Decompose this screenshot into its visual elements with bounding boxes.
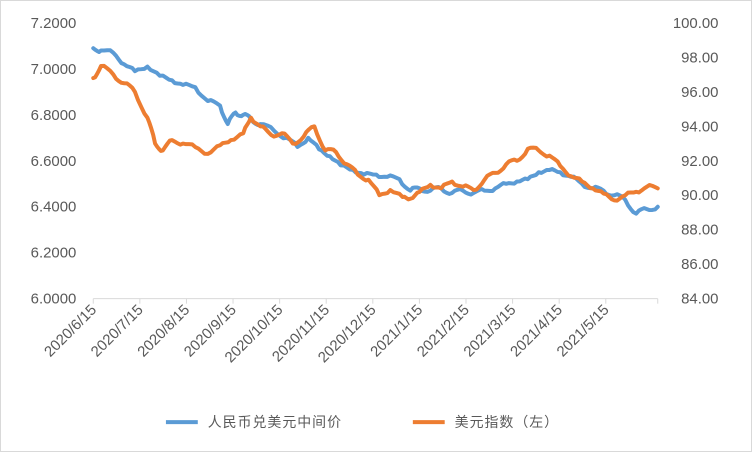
right-tick-label: 84.00 bbox=[681, 291, 718, 308]
right-tick-label: 86.00 bbox=[681, 256, 718, 273]
left-tick-label: 7.0000 bbox=[31, 61, 77, 78]
left-tick-label: 6.2000 bbox=[31, 245, 77, 262]
right-tick-label: 92.00 bbox=[681, 153, 718, 170]
left-tick-label: 6.0000 bbox=[31, 291, 77, 308]
series-line-1 bbox=[91, 46, 660, 216]
right-tick-label: 94.00 bbox=[681, 118, 718, 135]
series-line-2 bbox=[91, 63, 660, 203]
legend: 人民币兑美元中间价 美元指数（左） bbox=[165, 415, 559, 431]
legend-label-1: 人民币兑美元中间价 bbox=[208, 415, 342, 431]
right-tick-label: 88.00 bbox=[681, 222, 718, 239]
legend-label-2: 美元指数（左） bbox=[455, 415, 559, 431]
left-tick-label: 7.2000 bbox=[31, 15, 77, 32]
left-tick-label: 6.4000 bbox=[31, 199, 77, 216]
right-axis: 84.00 86.00 88.00 90.00 92.00 94.00 96.00 98.00… bbox=[673, 15, 719, 308]
x-axis: 2020/6/152020/7/152020/8/152020/9/152020… bbox=[41, 298, 659, 366]
right-tick-label: 96.00 bbox=[681, 84, 718, 101]
left-tick-label: 6.8000 bbox=[31, 107, 77, 124]
right-tick-label: 100.00 bbox=[673, 15, 719, 32]
left-tick-label: 6.6000 bbox=[31, 153, 77, 170]
right-tick-label: 98.00 bbox=[681, 49, 718, 66]
right-tick-label: 90.00 bbox=[681, 187, 718, 204]
plot-area bbox=[91, 46, 660, 216]
left-axis: 6.0000 6.2000 6.4000 6.6000 6.8000 7.0000 7.20… bbox=[31, 15, 77, 308]
